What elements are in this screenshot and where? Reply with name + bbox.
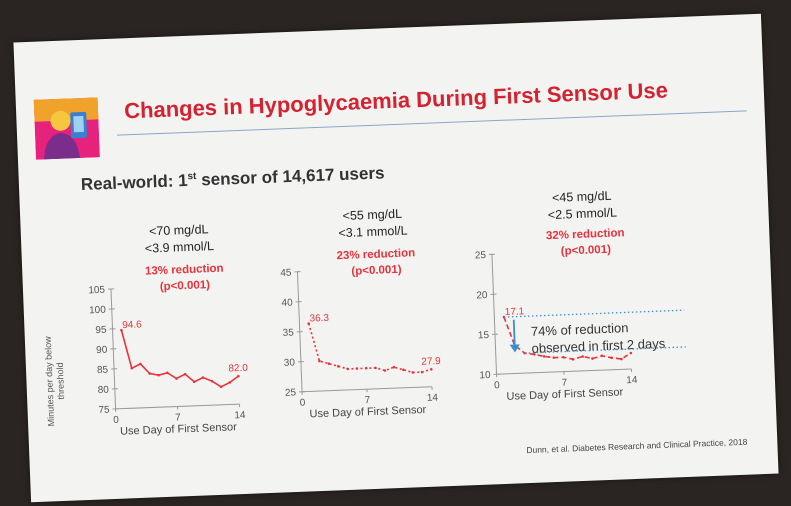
user-phone-logo-icon: [33, 97, 100, 160]
reference-line-bottom: [524, 346, 686, 354]
y-tick-label: 80: [98, 385, 110, 396]
data-point: [120, 328, 123, 332]
presentation-slide: Changes in Hypoglycaemia During First Se…: [13, 13, 779, 503]
data-point: [581, 355, 585, 358]
x-tick-label: 14: [427, 392, 439, 403]
data-point: [318, 359, 321, 363]
data-point: [420, 370, 424, 374]
data-point: [327, 362, 331, 365]
data-point: [610, 356, 614, 360]
data-point: [542, 355, 546, 358]
data-point: [148, 372, 151, 375]
y-tick-label: 85: [97, 365, 109, 376]
data-point: [210, 379, 214, 383]
y-tick-label: 95: [95, 325, 107, 336]
x-tick-label: 0: [113, 415, 119, 426]
y-tick-label: 35: [282, 327, 294, 338]
data-point: [355, 367, 359, 370]
y-tick-label: 25: [475, 250, 487, 261]
data-point: [629, 351, 633, 355]
y-tick-label: 100: [89, 305, 107, 317]
data-point: [336, 364, 340, 368]
series-line: [503, 316, 632, 361]
y-tick-label: 75: [98, 405, 110, 416]
x-tick-label: 14: [234, 410, 246, 421]
data-point: [429, 368, 433, 371]
down-arrow-icon: [509, 344, 520, 353]
y-axis: [491, 254, 498, 375]
data-point: [157, 373, 160, 377]
x-tick-label: 7: [364, 395, 370, 406]
y-tick-label: 25: [285, 387, 297, 398]
data-point: [364, 366, 368, 370]
y-tick-label: 90: [96, 345, 108, 356]
down-arrow-shaft: [512, 319, 516, 348]
data-point: [219, 385, 223, 389]
data-point: [562, 355, 565, 359]
data-point: [374, 366, 377, 370]
first-value-label: 17.1: [505, 306, 525, 318]
x-axis-label: Use Day of First Sensor: [506, 386, 623, 402]
data-point: [392, 365, 396, 369]
x-axis-label: Use Day of First Sensor: [120, 421, 237, 437]
x-axis-label: Use Day of First Sensor: [309, 404, 426, 420]
data-point: [139, 362, 142, 366]
first-value-label: 94.6: [122, 319, 142, 331]
x-tick-label: 7: [175, 412, 181, 423]
data-point: [307, 322, 311, 325]
first-value-label: 36.3: [309, 313, 329, 325]
x-tick-label: 7: [561, 378, 567, 389]
y-tick-label: 40: [281, 297, 293, 308]
data-point: [346, 367, 349, 371]
data-point: [600, 354, 604, 358]
data-point: [552, 356, 556, 359]
data-point: [620, 357, 623, 361]
last-value-label: 82.0: [228, 363, 248, 375]
data-point: [402, 368, 405, 372]
data-point: [591, 357, 594, 360]
y-tick-label: 10: [479, 370, 491, 381]
data-point: [183, 372, 187, 376]
y-tick-label: 20: [476, 290, 488, 301]
data-point: [237, 374, 240, 378]
data-point: [166, 371, 169, 375]
data-point: [411, 371, 415, 374]
data-point: [228, 381, 232, 384]
y-tick-label: 45: [280, 268, 292, 279]
x-tick-label: 14: [626, 375, 638, 386]
data-point: [533, 353, 536, 356]
reference-line-top: [503, 309, 685, 318]
data-point: [571, 357, 575, 361]
y-tick-label: 30: [284, 357, 296, 368]
data-point: [175, 377, 178, 380]
y-tick-label: 15: [478, 330, 490, 341]
data-point: [193, 380, 196, 384]
data-point: [201, 376, 205, 379]
series-line: [120, 329, 239, 388]
series-line: [307, 323, 432, 374]
x-tick-label: 0: [494, 380, 500, 391]
data-point: [130, 366, 134, 370]
data-point: [383, 369, 387, 372]
y-tick-label: 105: [88, 285, 106, 297]
last-value-label: 27.9: [421, 356, 441, 368]
x-tick-label: 0: [300, 398, 306, 409]
